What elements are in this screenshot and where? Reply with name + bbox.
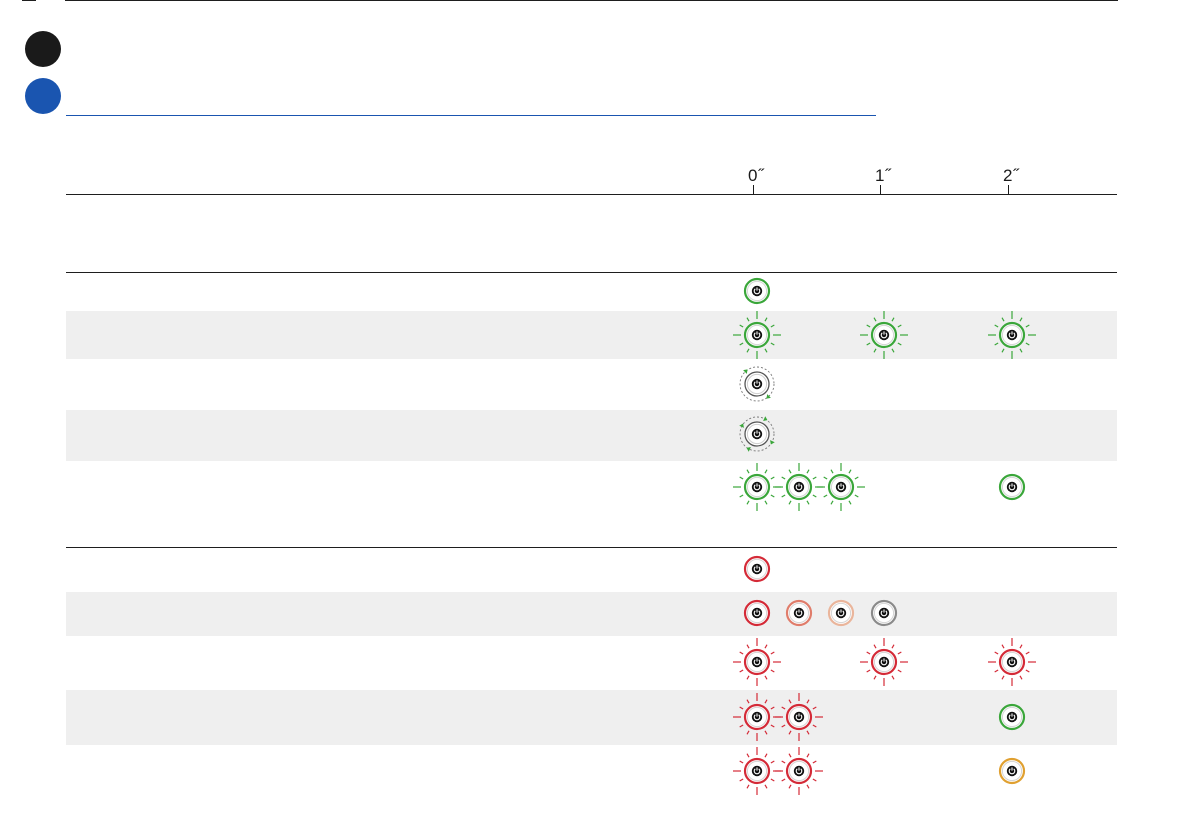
power-led-red-blink-icon — [774, 692, 824, 742]
timeline-label-2s: 2˝ — [1002, 166, 1020, 185]
power-led-green-rotate-fast-icon — [732, 409, 782, 459]
title-underline — [66, 115, 876, 117]
power-led-green-blink-icon — [816, 462, 866, 512]
power-led-red-solid-icon — [732, 588, 782, 638]
section-dot-blue — [25, 78, 61, 114]
top-rule — [65, 0, 1118, 1]
power-led-red-blink-icon — [774, 746, 824, 796]
section-dot-black — [25, 31, 61, 67]
power-led-green-blink-icon — [987, 310, 1037, 360]
power-led-red-blink-icon — [732, 637, 782, 687]
section-rule — [66, 272, 1117, 273]
power-led-green-blink-icon — [732, 310, 782, 360]
row-band — [66, 592, 1117, 636]
power-led-green-blink-icon — [732, 462, 782, 512]
power-led-gray-solid-icon — [859, 588, 909, 638]
row-band — [66, 311, 1117, 359]
power-led-green-blink-icon — [774, 462, 824, 512]
timeline-tick — [753, 185, 754, 195]
power-led-red-solid-icon — [732, 544, 782, 594]
table-header-rule — [66, 194, 1117, 195]
power-led-green-solid-icon — [732, 266, 782, 316]
timeline-label-0s: 0˝ — [747, 166, 765, 185]
power-led-orange-solid-icon — [987, 746, 1037, 796]
power-led-red-blink-icon — [987, 637, 1037, 687]
power-led-green-solid-icon — [987, 462, 1037, 512]
row-band — [66, 410, 1117, 461]
power-led-red-blink-icon — [859, 637, 909, 687]
power-led-red-blink-icon — [732, 746, 782, 796]
top-rule-left — [22, 0, 36, 1]
row-band — [66, 690, 1117, 745]
timeline-tick — [1008, 185, 1009, 195]
power-led-green-blink-icon — [859, 310, 909, 360]
power-led-salmon-solid-icon — [774, 588, 824, 638]
timeline-label-1s: 1˝ — [874, 166, 892, 185]
timeline-tick — [880, 185, 881, 195]
section-rule — [66, 547, 1117, 548]
power-led-green-solid-icon — [987, 692, 1037, 742]
power-led-peach-solid-icon — [816, 588, 866, 638]
power-led-green-rotate-slow-icon — [732, 359, 782, 409]
power-led-red-blink-icon — [732, 692, 782, 742]
